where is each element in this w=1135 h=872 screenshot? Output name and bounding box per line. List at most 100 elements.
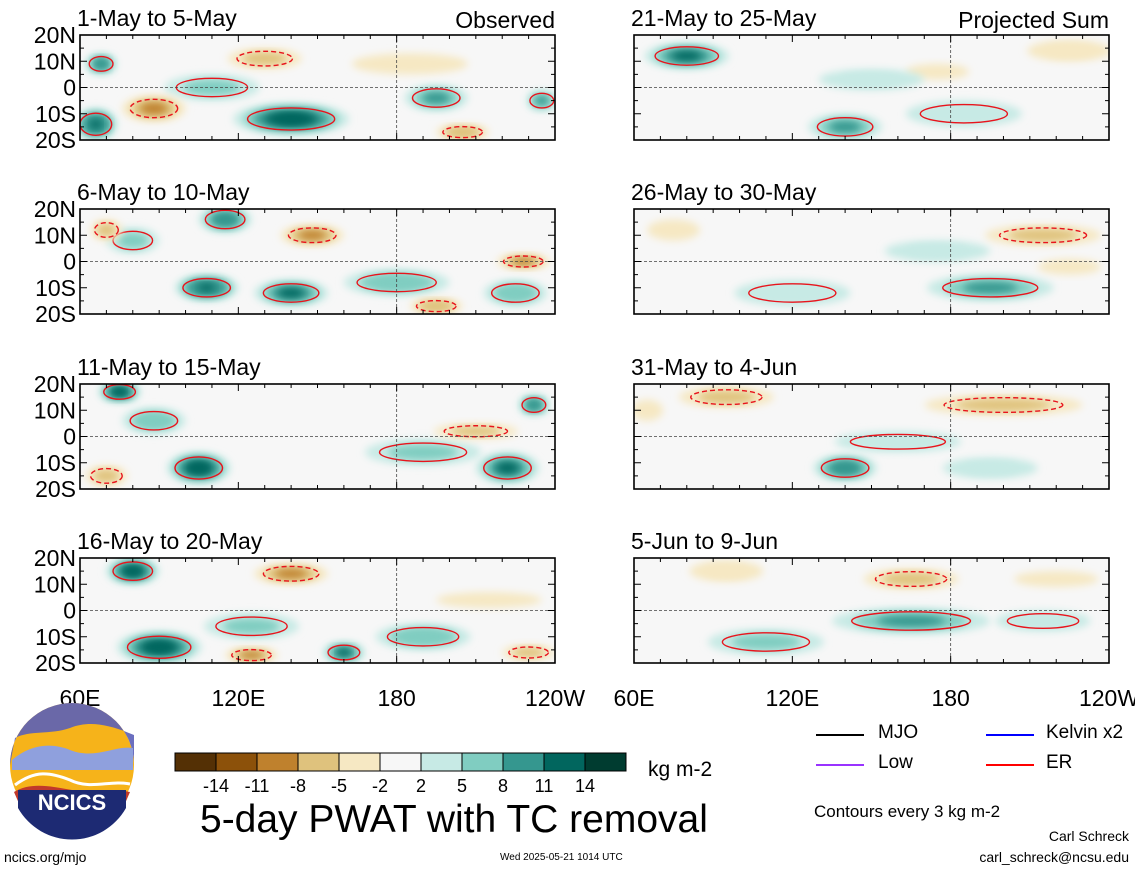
colorbar-label: 2	[416, 776, 426, 796]
panel-label: 1-May to 5-May	[77, 5, 237, 31]
panel-label: 21-May to 25-May	[631, 5, 817, 31]
anomaly-blob	[275, 569, 307, 579]
anomaly-blob	[147, 642, 171, 652]
author-email: carl_schreck@ncsu.edu	[979, 849, 1129, 865]
colorbar-label: 14	[575, 776, 595, 796]
anomaly-blob	[140, 102, 168, 115]
er-contour	[483, 456, 532, 480]
er-contour	[80, 112, 113, 136]
anomaly-blob	[905, 244, 970, 258]
y-tick-label: 10N	[34, 222, 76, 248]
anomaly-blob	[140, 415, 168, 427]
anomaly-blob	[450, 426, 502, 436]
panel-6: 31-May to 4-Jun	[631, 354, 1110, 490]
er-contour	[386, 626, 460, 647]
colorbar-swatch	[215, 752, 258, 772]
er-contour	[378, 442, 468, 463]
anomaly-blob	[1037, 258, 1102, 275]
er-contour	[411, 88, 461, 108]
colorbar-label: 8	[498, 776, 508, 796]
y-tick-label: 10N	[34, 397, 76, 423]
anomaly-blob	[1044, 44, 1095, 58]
anomaly-blob	[1013, 571, 1099, 587]
colorbar-label: 11	[535, 776, 554, 796]
anomaly-blob	[955, 398, 1051, 412]
colorbar-swatch	[502, 752, 545, 772]
anomaly-blob	[351, 53, 468, 75]
er-contour	[1006, 612, 1080, 630]
y-tick-label: 20S	[35, 127, 76, 153]
er-contour	[129, 410, 179, 431]
chart-title: 5-day PWAT with TC removal	[200, 798, 708, 841]
anomaly-blob	[90, 119, 102, 129]
anomaly-blob	[223, 618, 281, 635]
anomaly-blob	[436, 592, 542, 608]
er-contour	[287, 227, 337, 244]
er-contour	[874, 570, 948, 588]
legend-label-er: ER	[1046, 752, 1073, 773]
colorbar-label: -8	[290, 776, 306, 796]
anomaly-blob	[116, 232, 149, 249]
er-contour	[415, 299, 457, 313]
colorbar-swatch	[379, 752, 422, 772]
anomaly-blob	[929, 105, 999, 122]
colorbar-swatch	[543, 752, 586, 772]
panel-7: 5-Jun to 9-Jun 60E 120E 180 120W	[614, 528, 1135, 711]
anomaly-blob	[242, 52, 287, 65]
x-tick-label: 120W	[525, 685, 585, 711]
anomaly-blob	[422, 92, 450, 104]
anomaly-blob	[963, 282, 1018, 294]
y-tick-label: 10N	[34, 48, 76, 74]
y-tick-label: 20S	[35, 301, 76, 327]
anomaly-blob	[278, 288, 304, 298]
colorbar-swatch	[174, 752, 217, 772]
er-contour	[721, 632, 811, 652]
er-contour	[942, 277, 1039, 298]
anomaly-blob	[535, 96, 549, 106]
x-tick-label: 180	[377, 685, 415, 711]
legend-line-er	[986, 764, 1034, 766]
er-contour	[246, 107, 336, 131]
er-contour	[262, 565, 320, 582]
panel-group-label: Projected Sum	[958, 7, 1109, 33]
anomaly-blob	[512, 647, 545, 658]
colorbar-swatch	[461, 752, 504, 772]
anomaly-blob	[190, 463, 208, 473]
er-contour	[919, 103, 1009, 124]
panel-label: 16-May to 20-May	[77, 528, 263, 554]
er-contour	[204, 209, 246, 230]
er-contour	[236, 50, 294, 67]
contour-interval-note: Contours every 3 kg m-2	[814, 802, 1001, 821]
er-contour	[502, 255, 544, 268]
colorbar-swatch	[297, 752, 340, 772]
legend-label-low: Low	[878, 752, 913, 773]
ncics-logo-text: NCICS	[38, 790, 106, 815]
er-contour	[748, 283, 837, 303]
anomaly-blob	[424, 302, 448, 310]
anomaly-blob	[125, 567, 140, 575]
panel-label: 31-May to 4-Jun	[631, 354, 797, 380]
panel-5: 26-May to 30-May	[631, 179, 1110, 315]
anomaly-blob	[731, 634, 801, 650]
er-contour	[126, 635, 192, 659]
er-contour	[508, 646, 550, 659]
er-contour	[112, 230, 154, 251]
er-contour	[215, 616, 288, 637]
anomaly-blob	[336, 649, 351, 656]
y-tick-label: 20S	[35, 476, 76, 502]
anomaly-blob	[95, 60, 107, 68]
y-tick-label: 0	[63, 249, 76, 275]
x-tick-label: 60E	[614, 685, 655, 711]
ncics-logo: NCICS	[10, 703, 134, 840]
y-tick-label: 0	[63, 598, 76, 624]
er-contour	[998, 227, 1088, 244]
anomaly-blob	[1014, 614, 1072, 628]
er-contour	[654, 46, 720, 66]
x-tick-label: 120W	[1079, 685, 1135, 711]
er-contour	[521, 396, 547, 414]
panel-label: 26-May to 30-May	[631, 179, 817, 205]
anomaly-blob	[839, 73, 904, 86]
y-tick-label: 20N	[34, 371, 76, 397]
